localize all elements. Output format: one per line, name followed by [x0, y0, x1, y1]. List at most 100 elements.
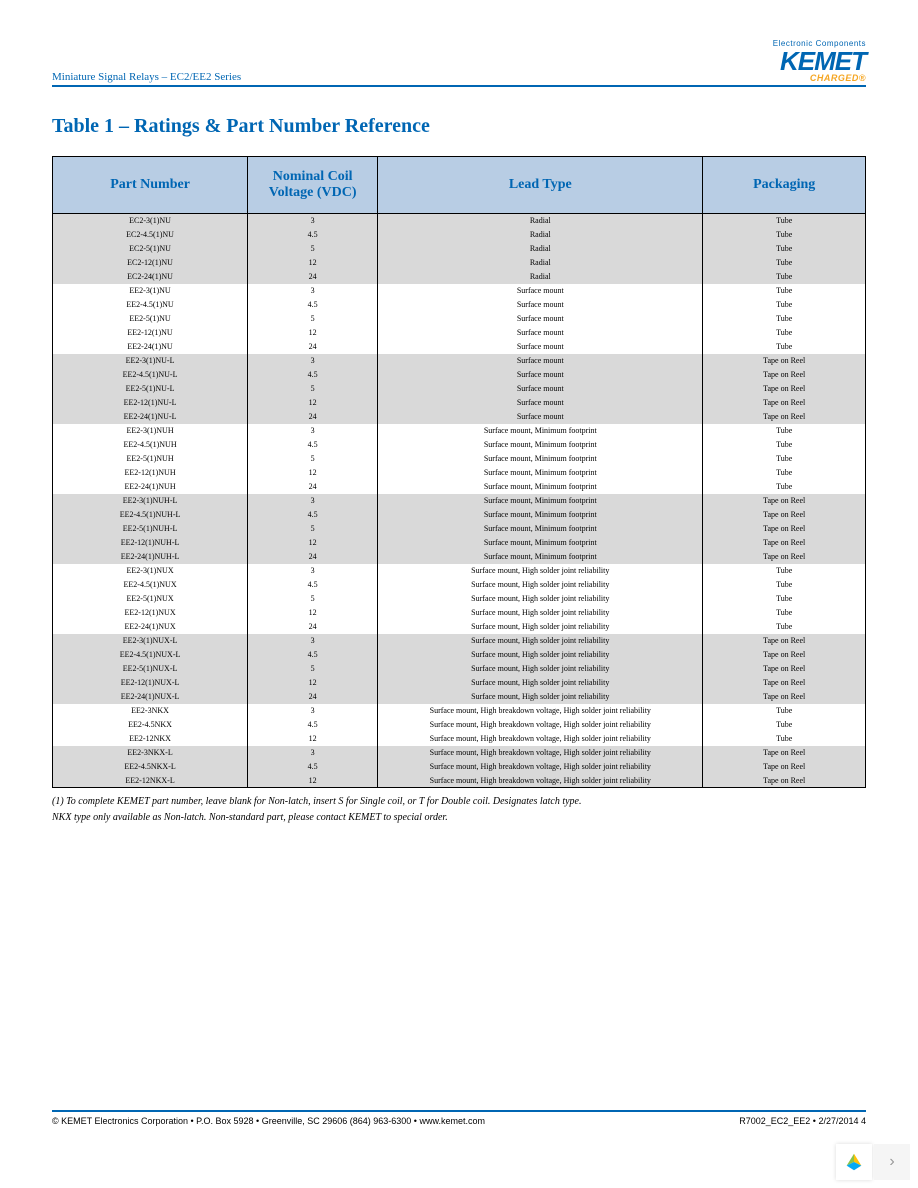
table-cell: 12 — [248, 396, 378, 410]
table-cell: Tube — [703, 438, 866, 452]
table-cell: EE2-12(1)NUH-L — [53, 536, 248, 550]
table-row: EE2-3(1)NU3Surface mountTube — [53, 284, 866, 298]
table-cell: Tube — [703, 340, 866, 354]
table-cell: Tape on Reel — [703, 746, 866, 760]
table-cell: Surface mount — [378, 312, 703, 326]
table-cell: EE2-5(1)NU — [53, 312, 248, 326]
table-cell: Surface mount, Minimum footprint — [378, 480, 703, 494]
logo-text: KEMET — [773, 48, 866, 74]
table-cell: Surface mount, High solder joint reliabi… — [378, 676, 703, 690]
table-cell: 12 — [248, 774, 378, 788]
table-cell: Surface mount, Minimum footprint — [378, 424, 703, 438]
table-cell: EE2-5(1)NUH-L — [53, 522, 248, 536]
table-cell: Surface mount, High solder joint reliabi… — [378, 564, 703, 578]
table-cell: 5 — [248, 592, 378, 606]
table-cell: Tube — [703, 326, 866, 340]
table-cell: EC2-5(1)NU — [53, 242, 248, 256]
table-row: EE2-3NKX-L3Surface mount, High breakdown… — [53, 746, 866, 760]
footer-left: © KEMET Electronics Corporation • P.O. B… — [52, 1116, 485, 1126]
table-cell: EE2-24(1)NUH — [53, 480, 248, 494]
table-cell: Radial — [378, 228, 703, 242]
table-cell: EC2-3(1)NU — [53, 214, 248, 228]
table-row: EE2-24(1)NUH-L24Surface mount, Minimum f… — [53, 550, 866, 564]
table-cell: EE2-3(1)NUH-L — [53, 494, 248, 508]
table-cell: EE2-24(1)NUX — [53, 620, 248, 634]
table-cell: 3 — [248, 214, 378, 228]
table-cell: 4.5 — [248, 298, 378, 312]
table-cell: Surface mount, Minimum footprint — [378, 438, 703, 452]
table-cell: Tube — [703, 620, 866, 634]
table-cell: Surface mount, High solder joint reliabi… — [378, 662, 703, 676]
table-cell: EE2-12(1)NU — [53, 326, 248, 340]
table-cell: EE2-12NKX-L — [53, 774, 248, 788]
table-cell: 24 — [248, 340, 378, 354]
table-cell: EE2-4.5(1)NU — [53, 298, 248, 312]
table-cell: Tube — [703, 242, 866, 256]
col-part-number: Part Number — [53, 157, 248, 214]
table-cell: Tube — [703, 480, 866, 494]
table-cell: EE2-4.5NKX-L — [53, 760, 248, 774]
table-cell: 3 — [248, 494, 378, 508]
table-row: EC2-12(1)NU12RadialTube — [53, 256, 866, 270]
table-cell: 5 — [248, 522, 378, 536]
table-cell: Surface mount — [378, 368, 703, 382]
table-cell: Tube — [703, 592, 866, 606]
table-cell: Radial — [378, 270, 703, 284]
table-row: EE2-12NKX-L12Surface mount, High breakdo… — [53, 774, 866, 788]
table-row: EE2-12(1)NU-L12Surface mountTape on Reel — [53, 396, 866, 410]
table-cell: Tube — [703, 718, 866, 732]
table-row: EE2-24(1)NUH24Surface mount, Minimum foo… — [53, 480, 866, 494]
table-row: EE2-4.5(1)NUH-L4.5Surface mount, Minimum… — [53, 508, 866, 522]
col-lead-type: Lead Type — [378, 157, 703, 214]
table-cell: Surface mount, High solder joint reliabi… — [378, 690, 703, 704]
table-cell: Surface mount, High solder joint reliabi… — [378, 648, 703, 662]
table-cell: EE2-4.5NKX — [53, 718, 248, 732]
table-cell: Tape on Reel — [703, 662, 866, 676]
table-cell: EE2-12NKX — [53, 732, 248, 746]
table-cell: Surface mount, Minimum footprint — [378, 536, 703, 550]
table-row: EE2-3(1)NU-L3Surface mountTape on Reel — [53, 354, 866, 368]
table-row: EC2-5(1)NU5RadialTube — [53, 242, 866, 256]
table-cell: Tape on Reel — [703, 676, 866, 690]
next-page-arrow-icon[interactable]: › — [874, 1144, 910, 1180]
table-cell: Surface mount, Minimum footprint — [378, 452, 703, 466]
table-cell: Tube — [703, 452, 866, 466]
table-cell: EE2-5(1)NUX — [53, 592, 248, 606]
table-cell: EC2-4.5(1)NU — [53, 228, 248, 242]
table-row: EE2-24(1)NUX-L24Surface mount, High sold… — [53, 690, 866, 704]
table-cell: 12 — [248, 256, 378, 270]
table-row: EE2-3(1)NUH-L3Surface mount, Minimum foo… — [53, 494, 866, 508]
table-cell: 12 — [248, 326, 378, 340]
table-cell: Tube — [703, 214, 866, 228]
table-cell: Tape on Reel — [703, 508, 866, 522]
table-row: EE2-4.5(1)NU4.5Surface mountTube — [53, 298, 866, 312]
footnote-2: NKX type only available as Non-latch. No… — [52, 810, 866, 826]
table-row: EE2-12NKX12Surface mount, High breakdown… — [53, 732, 866, 746]
table-cell: Tape on Reel — [703, 536, 866, 550]
table-cell: Tube — [703, 424, 866, 438]
table-row: EE2-3NKX3Surface mount, High breakdown v… — [53, 704, 866, 718]
table-cell: Surface mount — [378, 354, 703, 368]
table-cell: 4.5 — [248, 718, 378, 732]
table-cell: Tape on Reel — [703, 396, 866, 410]
table-row: EE2-12(1)NUH-L12Surface mount, Minimum f… — [53, 536, 866, 550]
table-cell: Surface mount — [378, 298, 703, 312]
table-cell: Surface mount — [378, 284, 703, 298]
viewer-logo-icon[interactable] — [836, 1144, 872, 1180]
table-row: EE2-12(1)NUX12Surface mount, High solder… — [53, 606, 866, 620]
table-row: EE2-5(1)NUX-L5Surface mount, High solder… — [53, 662, 866, 676]
table-cell: 12 — [248, 676, 378, 690]
page-footer: © KEMET Electronics Corporation • P.O. B… — [52, 1110, 866, 1126]
table-cell: Surface mount — [378, 326, 703, 340]
table-cell: Surface mount, Minimum footprint — [378, 466, 703, 480]
table-cell: EE2-3(1)NU — [53, 284, 248, 298]
table-cell: Tape on Reel — [703, 494, 866, 508]
table-cell: Tape on Reel — [703, 634, 866, 648]
table-cell: Tube — [703, 256, 866, 270]
table-cell: Tape on Reel — [703, 648, 866, 662]
table-cell: Surface mount, Minimum footprint — [378, 522, 703, 536]
table-cell: EE2-3(1)NUX-L — [53, 634, 248, 648]
table-row: EE2-4.5(1)NUX4.5Surface mount, High sold… — [53, 578, 866, 592]
table-row: EC2-4.5(1)NU4.5RadialTube — [53, 228, 866, 242]
table-cell: Tape on Reel — [703, 760, 866, 774]
